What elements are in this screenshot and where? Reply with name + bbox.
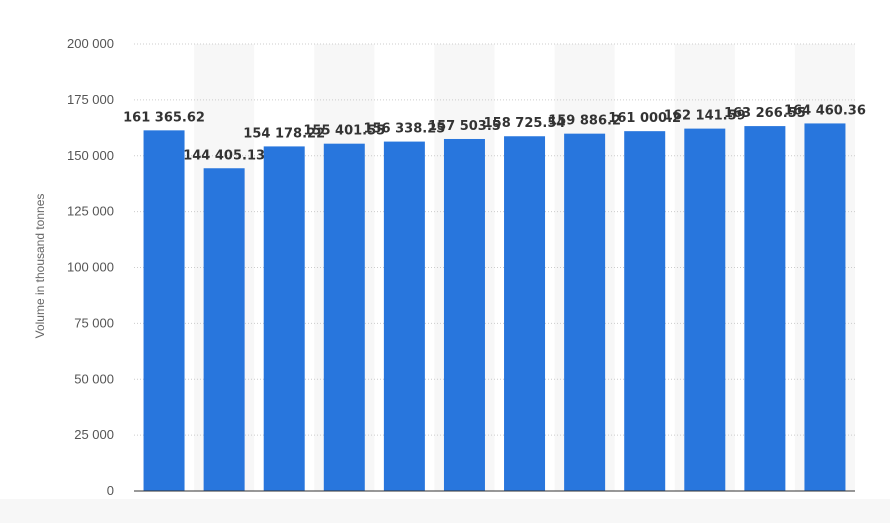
y-tick-label: 75 000	[74, 315, 114, 330]
scrollbar-track	[0, 499, 890, 523]
bar[interactable]	[323, 143, 365, 491]
y-tick-label: 125 000	[67, 204, 114, 219]
data-label: 161 000.2	[608, 111, 681, 126]
gridlines	[134, 43, 855, 436]
bar[interactable]	[684, 128, 726, 492]
y-axis-title: Volume in thousand tonnes	[33, 194, 47, 339]
data-label: 162 141.59	[664, 109, 746, 124]
y-tick-label: 150 000	[67, 148, 114, 163]
y-tick-label: 25 000	[74, 427, 114, 442]
y-axis-ticks: 0 25 000 50 000 75 000 100 000 125 000 150 000…	[67, 36, 114, 498]
bar[interactable]	[143, 130, 185, 491]
data-label: 144 405.13	[183, 148, 265, 163]
bar[interactable]	[744, 126, 786, 492]
bar[interactable]	[804, 123, 846, 492]
data-label: 155 401.55	[303, 124, 385, 139]
bar[interactable]	[203, 168, 245, 492]
bar[interactable]	[504, 136, 546, 491]
data-label: 154 178.22	[243, 126, 325, 141]
y-tick-label: 175 000	[67, 92, 114, 107]
bar[interactable]	[443, 138, 485, 491]
data-label: 156 338.25	[363, 122, 445, 137]
data-label: 163 266.55	[724, 106, 806, 121]
data-label: 164 460.36	[784, 103, 866, 118]
data-label: 161 365.62	[123, 110, 205, 125]
y-tick-label: 50 000	[74, 371, 114, 386]
y-tick-label: 100 000	[67, 260, 114, 275]
data-label: 159 886.2	[548, 114, 621, 129]
data-label: 157 503.5	[428, 119, 501, 134]
bars	[143, 123, 846, 492]
bar[interactable]	[383, 141, 425, 491]
bar[interactable]	[624, 131, 666, 491]
y-tick-label: 200 000	[67, 36, 114, 51]
bar[interactable]	[564, 133, 606, 491]
y-tick-label: 0	[107, 483, 114, 498]
bar[interactable]	[263, 146, 305, 491]
data-label: 158 725.54	[484, 116, 566, 131]
